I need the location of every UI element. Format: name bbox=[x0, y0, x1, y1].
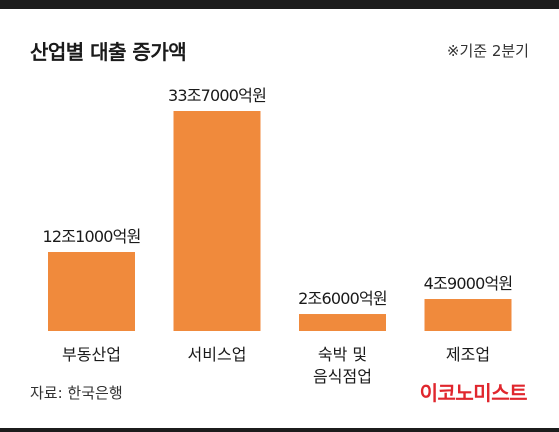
bar-1 bbox=[173, 111, 261, 331]
value-label-0: 12조1000억원 bbox=[42, 227, 140, 246]
category-label-3: 제조업 bbox=[446, 345, 490, 364]
bar-2 bbox=[299, 314, 386, 331]
chart-title: 산업별 대출 증가액 bbox=[30, 40, 187, 64]
value-label-2: 2조6000억원 bbox=[298, 289, 387, 308]
category-label-2-line1: 음식점업 bbox=[313, 367, 372, 386]
category-label-1: 서비스업 bbox=[188, 345, 247, 364]
publisher-logo: 이코노미스트 bbox=[419, 381, 528, 405]
bottom-border-band bbox=[0, 428, 559, 432]
category-label-0: 부동산업 bbox=[62, 345, 121, 364]
value-label-1: 33조7000억원 bbox=[168, 86, 266, 105]
value-label-3: 4조9000억원 bbox=[424, 274, 513, 293]
bar-3 bbox=[424, 299, 512, 331]
source-credit: 자료: 한국은행 bbox=[30, 384, 123, 402]
bar-0 bbox=[48, 252, 135, 331]
category-label-2: 숙박 및 bbox=[318, 345, 367, 364]
top-border-band bbox=[0, 0, 559, 9]
reference-note: ※기준 2분기 bbox=[446, 42, 529, 60]
